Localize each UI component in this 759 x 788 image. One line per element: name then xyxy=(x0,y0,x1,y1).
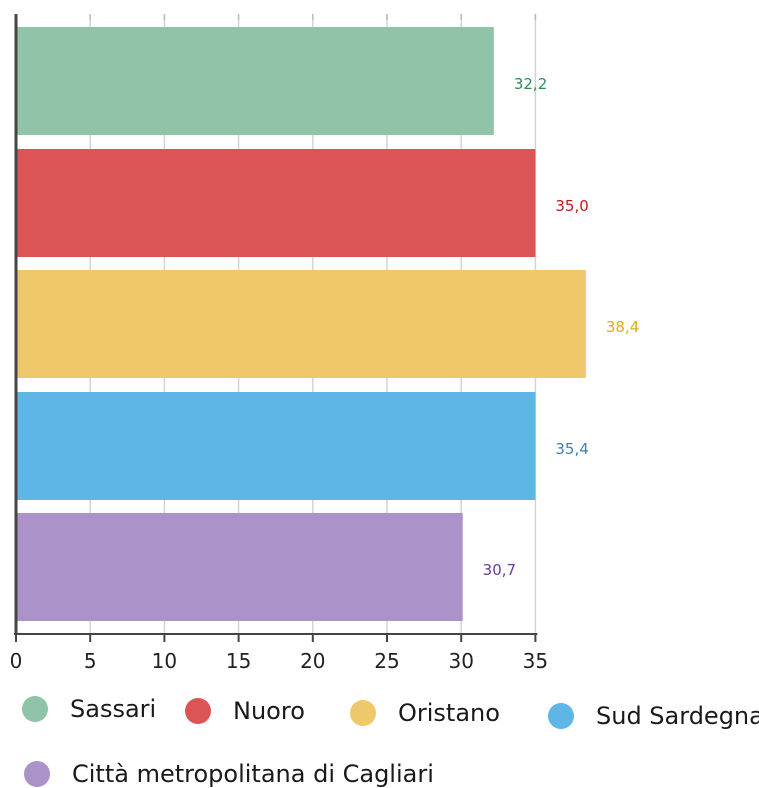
axes-group xyxy=(14,14,538,642)
legend-label: Nuoro xyxy=(233,697,305,725)
legend-swatch xyxy=(548,703,574,729)
legend-item-oristano: Oristano xyxy=(350,699,500,727)
legend-swatch xyxy=(22,696,48,722)
x-tick-label: 0 xyxy=(10,649,23,673)
bar-citt-metropolitana-di-cagliari xyxy=(16,513,463,621)
x-tick-label: 25 xyxy=(374,649,399,673)
bar-sassari xyxy=(16,27,494,135)
legend-item-nuoro: Nuoro xyxy=(185,697,305,725)
x-tick-label: 10 xyxy=(152,649,177,673)
legend-label: Sassari xyxy=(70,695,157,723)
x-tick-label: 20 xyxy=(300,649,325,673)
bar-sud-sardegna xyxy=(16,392,536,500)
tick-labels-group: 0 5 10 15 20 25 30 35 xyxy=(10,649,548,673)
legend-item-sassari: Sassari xyxy=(22,695,156,723)
legend-label: Sud Sardegna xyxy=(596,702,759,730)
legend-label: Città metropolitana di Cagliari xyxy=(72,760,434,788)
bar-oristano xyxy=(16,270,586,378)
legend-item-citta-metropolitana-di-cagliari: Città metropolitana di Cagliari xyxy=(24,760,434,788)
x-tick-label: 5 xyxy=(84,649,97,673)
bars-group xyxy=(16,27,586,621)
legend-swatch xyxy=(24,761,50,787)
x-tick-label: 30 xyxy=(448,649,473,673)
legend: Sassari Nuoro Oristano Sud Sardegna Citt… xyxy=(0,680,759,788)
data-label: 35,0 xyxy=(555,197,588,215)
legend-label: Oristano xyxy=(398,699,500,727)
data-label: 32,2 xyxy=(514,75,547,93)
x-tick-label: 15 xyxy=(226,649,251,673)
legend-swatch xyxy=(185,698,211,724)
data-label: 30,7 xyxy=(483,561,516,579)
data-label: 35,4 xyxy=(555,440,588,458)
data-label: 38,4 xyxy=(606,318,639,336)
bar-nuoro xyxy=(16,149,536,257)
value-labels-group: 32,2 35,0 38,4 35,4 30,7 xyxy=(483,75,640,579)
legend-swatch xyxy=(350,700,376,726)
bar-chart: 32,2 35,0 38,4 35,4 30,7 0 5 10 15 20 25 30 35 xyxy=(10,14,640,673)
legend-item-sud-sardegna: Sud Sardegna xyxy=(548,702,759,730)
x-tick-label: 35 xyxy=(523,649,548,673)
